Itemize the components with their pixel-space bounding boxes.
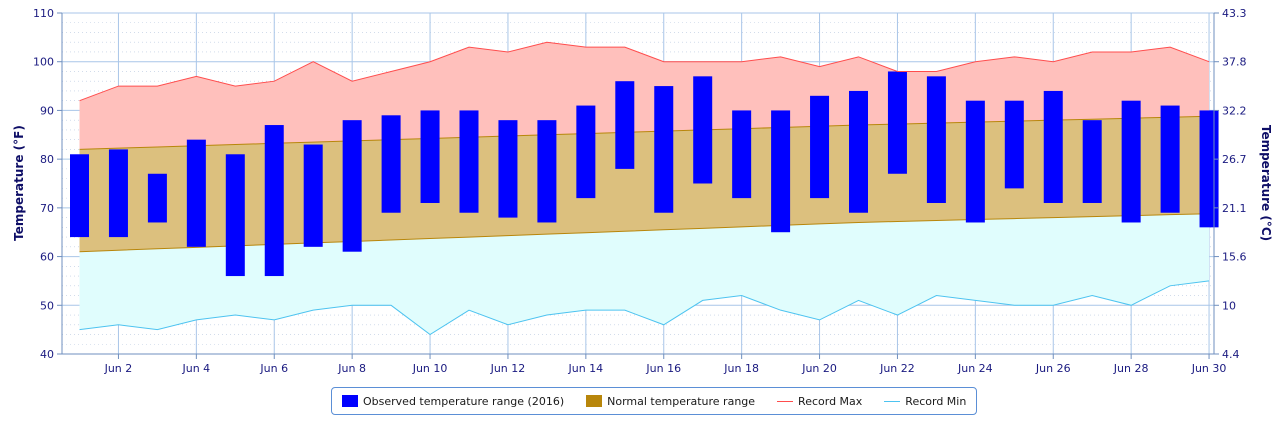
left-y-tick-label: 110	[33, 7, 54, 20]
x-tick-label: Jun 20	[801, 362, 837, 375]
area-bands	[79, 42, 1210, 335]
right-y-tick-label: 4.4	[1222, 348, 1240, 361]
x-tick-label: Jun 18	[723, 362, 759, 375]
legend-swatch-record-min	[884, 400, 901, 402]
observed-bar-11	[459, 110, 479, 213]
legend-swatch-observed	[342, 395, 358, 407]
legend-label-record-min: Record Min	[905, 394, 967, 408]
observed-bar-8	[342, 120, 362, 252]
x-tick-label: Jun 26	[1035, 362, 1071, 375]
observed-bar-3	[147, 173, 167, 223]
observed-bar-22	[887, 71, 907, 174]
right-y-tick-label: 43.3	[1222, 7, 1247, 20]
left-y-tick-label: 60	[40, 251, 54, 264]
x-tick-label: Jun 30	[1191, 362, 1227, 375]
observed-bar-5	[225, 154, 245, 277]
left-y-tick-label: 90	[40, 104, 54, 117]
observed-bars	[70, 71, 1219, 277]
right-y-tick-label: 37.8	[1222, 56, 1247, 69]
legend-swatch-normal	[586, 395, 603, 407]
legend-label-observed: Observed temperature range (2016)	[363, 394, 565, 408]
x-tick-label: Jun 22	[879, 362, 915, 375]
y-axis-title-left: Temperature (°F)	[12, 125, 26, 241]
observed-bar-28	[1121, 100, 1141, 223]
legend-item-record-min[interactable]: Record Min	[884, 395, 966, 408]
right-y-tick-label: 32.2	[1222, 104, 1247, 117]
right-y-tick-label: 21.1	[1222, 202, 1247, 215]
observed-bar-13	[537, 120, 557, 223]
chart-legend: Observed temperature range (2016) Normal…	[331, 387, 978, 415]
legend-item-normal[interactable]: Normal temperature range	[586, 395, 755, 408]
observed-bar-24	[965, 100, 985, 223]
x-tick-label: Jun 10	[412, 362, 448, 375]
x-tick-label: Jun 8	[337, 362, 366, 375]
x-tick-label: Jun 14	[568, 362, 604, 375]
observed-bar-20	[810, 95, 830, 199]
legend-item-observed[interactable]: Observed temperature range (2016)	[342, 395, 564, 408]
right-y-tick-labels: 4.4 10 15.6 21.1 26.7 32.2 37.8 43.3	[1214, 7, 1247, 361]
x-tick-label: Jun 4	[182, 362, 211, 375]
legend-swatch-record-max	[777, 400, 794, 402]
legend-label-normal: Normal temperature range	[607, 394, 756, 408]
observed-bar-25	[1004, 100, 1024, 189]
observed-bar-7	[303, 144, 323, 247]
left-y-tick-label: 40	[40, 348, 54, 361]
observed-bar-17	[693, 76, 713, 184]
observed-bar-16	[654, 86, 674, 213]
x-tick-labels: Jun 2 Jun 4 Jun 6 Jun 8 Jun 10 Jun 12 Jun 14 Ju…	[104, 354, 1227, 375]
observed-bar-19	[771, 110, 791, 233]
record-lines	[79, 41, 1210, 336]
left-y-tick-label: 80	[40, 153, 54, 166]
y-axis-title-right: Temperature (°C)	[1259, 125, 1273, 241]
observed-bar-26	[1043, 90, 1063, 203]
left-y-tick-label: 70	[40, 202, 54, 215]
observed-bar-2	[108, 149, 128, 238]
observed-bar-27	[1082, 120, 1102, 203]
normal-range-band	[79, 116, 1210, 252]
observed-bar-12	[498, 120, 518, 218]
record-min-line	[79, 280, 1210, 336]
temperature-chart: 40 50 60 70 80 90 100 110 4.4 10 15.6 21.1 26.7 32.2…	[12, 7, 1273, 375]
right-y-tick-label: 15.6	[1222, 251, 1247, 264]
observed-bar-10	[420, 110, 440, 203]
legend-item-record-max[interactable]: Record Max	[777, 395, 862, 408]
right-y-tick-label: 10	[1222, 299, 1236, 312]
observed-bar-1	[70, 154, 89, 238]
axes	[61, 13, 1215, 355]
observed-bar-23	[926, 76, 946, 203]
x-tick-label: Jun 24	[957, 362, 993, 375]
x-tick-label: Jun 6	[259, 362, 288, 375]
observed-bar-30	[1199, 110, 1219, 228]
left-y-tick-label: 100	[33, 56, 54, 69]
observed-bar-14	[576, 105, 596, 199]
observed-bar-29	[1160, 105, 1180, 213]
observed-bar-18	[732, 110, 752, 199]
observed-bar-6	[264, 125, 284, 277]
left-y-tick-labels: 40 50 60 70 80 90 100 110	[33, 7, 62, 361]
observed-bar-15	[615, 81, 635, 169]
x-tick-label: Jun 2	[104, 362, 133, 375]
observed-bar-21	[849, 90, 868, 213]
left-y-tick-label: 50	[40, 299, 54, 312]
x-tick-label: Jun 16	[645, 362, 681, 375]
x-tick-label: Jun 28	[1113, 362, 1149, 375]
legend-label-record-max: Record Max	[798, 394, 863, 408]
x-tick-label: Jun 12	[490, 362, 526, 375]
right-y-tick-label: 26.7	[1222, 153, 1247, 166]
record-max-line	[79, 41, 1210, 102]
record-min-band	[79, 213, 1210, 335]
observed-bar-4	[186, 139, 206, 247]
observed-bar-9	[381, 115, 401, 213]
record-max-band	[79, 42, 1210, 150]
